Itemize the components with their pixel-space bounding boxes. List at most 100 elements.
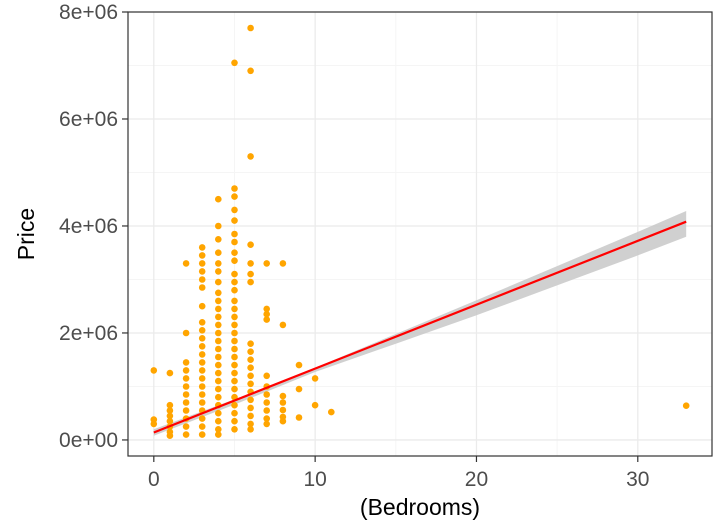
data-point xyxy=(198,351,206,358)
data-point xyxy=(215,305,222,313)
regression-line xyxy=(153,220,687,434)
data-point xyxy=(198,319,206,326)
data-points xyxy=(150,24,690,440)
data-point xyxy=(198,415,206,422)
x-tick-label: 30 xyxy=(626,468,649,491)
data-point xyxy=(247,372,254,380)
data-point xyxy=(231,353,238,361)
data-point xyxy=(231,193,238,200)
data-point xyxy=(215,195,222,203)
data-point xyxy=(215,353,222,361)
data-point xyxy=(231,270,238,278)
y-tick-label: 4e+06 xyxy=(59,215,118,238)
data-point xyxy=(231,369,238,377)
y-axis-ticks: 0e+00 2e+06 4e+06 6e+06 8e+06 xyxy=(59,1,128,452)
data-point xyxy=(263,372,271,380)
data-point xyxy=(215,426,222,433)
data-point xyxy=(198,399,206,406)
data-point xyxy=(215,222,222,230)
data-point xyxy=(215,337,222,345)
data-point xyxy=(215,393,222,401)
data-point xyxy=(215,321,222,329)
data-point xyxy=(247,260,254,267)
data-point xyxy=(263,420,271,428)
data-point xyxy=(231,401,238,409)
data-point xyxy=(279,321,287,329)
data-point xyxy=(215,289,222,297)
data-point xyxy=(263,415,271,422)
data-point xyxy=(231,377,238,385)
data-point xyxy=(231,217,238,224)
data-point xyxy=(279,399,287,406)
data-point xyxy=(231,385,238,393)
data-point xyxy=(231,305,238,313)
x-axis-title: (Bedrooms) xyxy=(360,494,480,520)
data-point xyxy=(215,268,222,275)
data-point xyxy=(247,270,254,278)
data-point xyxy=(215,431,222,438)
data-point xyxy=(198,284,206,291)
data-point xyxy=(231,257,238,265)
data-point xyxy=(166,407,174,414)
data-point xyxy=(166,369,174,377)
data-point xyxy=(682,402,690,410)
data-point xyxy=(263,260,271,267)
data-point xyxy=(198,423,206,430)
data-point xyxy=(150,367,158,374)
data-point xyxy=(215,297,222,305)
data-point xyxy=(215,249,222,256)
data-point xyxy=(198,391,206,398)
data-point xyxy=(231,337,238,345)
data-point xyxy=(295,361,303,369)
data-point xyxy=(247,426,254,433)
data-point xyxy=(182,399,190,406)
data-point xyxy=(231,249,238,256)
data-point xyxy=(215,361,222,369)
data-point xyxy=(198,343,206,350)
data-point xyxy=(166,412,174,420)
data-point xyxy=(198,359,206,366)
data-point xyxy=(231,426,238,433)
data-point xyxy=(198,431,206,438)
data-point xyxy=(150,420,158,428)
data-point xyxy=(231,230,238,238)
data-point xyxy=(231,417,238,425)
data-point xyxy=(247,340,254,348)
data-point xyxy=(182,260,190,267)
data-point xyxy=(231,238,238,246)
data-point xyxy=(215,313,222,321)
data-point xyxy=(182,375,190,382)
data-point xyxy=(198,375,206,382)
data-point xyxy=(182,431,190,438)
y-tick-label: 2e+06 xyxy=(59,322,118,345)
data-point xyxy=(247,348,254,356)
data-point xyxy=(231,345,238,353)
data-point xyxy=(198,260,206,267)
data-point xyxy=(215,385,222,393)
data-point xyxy=(198,302,206,310)
data-point xyxy=(247,241,254,248)
data-point xyxy=(247,24,254,32)
data-point xyxy=(247,396,254,404)
y-tick-label: 0e+00 xyxy=(59,429,118,452)
data-point xyxy=(231,297,238,305)
data-point xyxy=(231,321,238,329)
data-point xyxy=(231,206,238,214)
data-point xyxy=(328,408,335,416)
data-point xyxy=(182,329,190,337)
data-point xyxy=(295,414,303,421)
x-tick-label: 10 xyxy=(303,468,326,491)
data-point xyxy=(263,316,271,323)
data-point xyxy=(263,407,271,414)
data-point xyxy=(247,380,254,388)
panel-border xyxy=(127,11,713,457)
minor-gridlines xyxy=(128,12,712,456)
data-point xyxy=(215,329,222,337)
data-point xyxy=(166,417,174,425)
data-point xyxy=(247,356,254,364)
data-point xyxy=(215,278,222,286)
data-point xyxy=(263,399,271,406)
data-point xyxy=(231,278,238,286)
y-tick-label: 8e+06 xyxy=(59,1,118,24)
